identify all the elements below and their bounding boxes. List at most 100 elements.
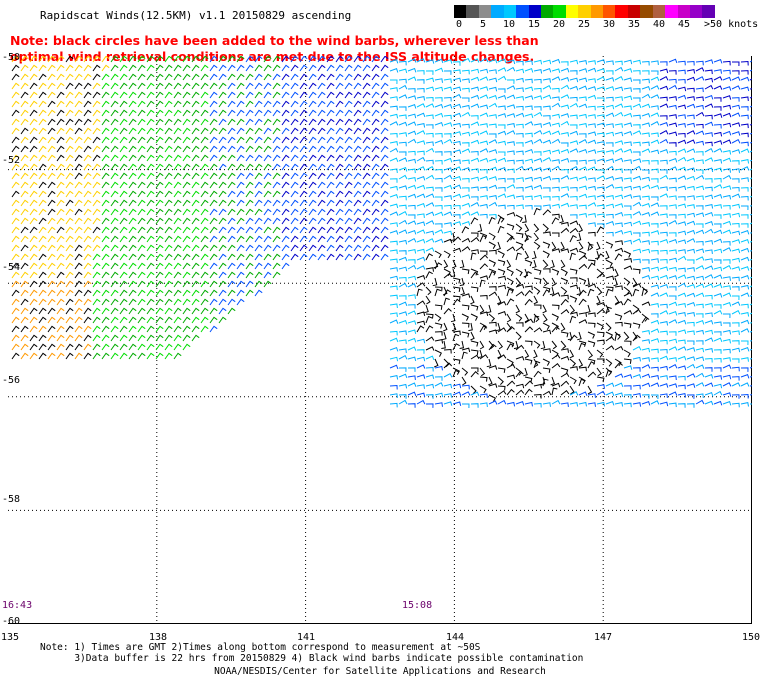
wind-barb <box>74 280 83 288</box>
wind-barb <box>551 304 560 310</box>
wind-barb <box>578 133 587 138</box>
wind-barb <box>218 73 227 81</box>
wind-barb <box>416 150 425 156</box>
wind-barb <box>623 221 633 227</box>
wind-barb <box>11 154 20 162</box>
wind-barb <box>38 352 47 360</box>
wind-barb <box>542 367 551 373</box>
wind-barb <box>128 244 137 252</box>
wind-barb <box>569 252 576 261</box>
wind-barb <box>155 145 164 153</box>
wind-barb <box>389 402 398 408</box>
wind-barb <box>731 222 740 228</box>
wind-barb <box>335 118 344 126</box>
wind-barb <box>470 349 479 355</box>
legend-label: 5 <box>480 19 487 30</box>
wind-barb <box>173 91 182 99</box>
wind-barb <box>641 267 651 272</box>
wind-barb <box>722 139 732 144</box>
wind-barb <box>29 172 38 180</box>
wind-barb <box>695 248 705 254</box>
lon-label-138: 138 <box>149 632 168 643</box>
wind-barb <box>461 57 471 63</box>
wind-barb <box>56 109 65 117</box>
wind-barb <box>362 172 371 180</box>
wind-barb <box>128 199 137 207</box>
wind-barb <box>605 266 615 272</box>
wind-barb <box>569 204 578 209</box>
wind-barb <box>533 138 543 144</box>
wind-barb <box>29 82 38 90</box>
wind-barb <box>704 274 714 279</box>
wind-barb <box>164 109 173 117</box>
wind-barb <box>200 235 209 243</box>
wind-barb <box>542 348 551 353</box>
wind-barb <box>542 268 551 273</box>
wind-barb <box>542 78 551 83</box>
wind-barb <box>281 172 290 180</box>
wind-barb <box>218 82 227 90</box>
wind-barb <box>20 271 29 279</box>
wind-barb <box>20 82 29 90</box>
wind-barb <box>29 244 38 252</box>
wind-barb <box>29 109 38 117</box>
wind-barb <box>461 347 471 353</box>
wind-barb <box>389 375 399 380</box>
wind-barb <box>344 190 353 198</box>
wind-barb <box>749 168 752 171</box>
wind-barb <box>722 86 732 91</box>
wind-barb <box>74 109 83 117</box>
wind-barb <box>641 203 651 208</box>
wind-barb <box>470 232 479 238</box>
wind-barb <box>416 275 426 280</box>
wind-barb <box>515 277 522 287</box>
wind-barb <box>11 199 20 207</box>
wind-barb <box>155 352 164 360</box>
wind-barb <box>308 226 317 234</box>
wind-barb <box>83 136 92 144</box>
wind-barb <box>389 68 399 73</box>
wind-barb <box>83 181 92 189</box>
wind-barb <box>587 86 597 91</box>
wind-barb <box>272 226 281 234</box>
wind-barb <box>38 289 47 297</box>
wind-barb <box>677 86 687 92</box>
wind-barb <box>182 82 191 90</box>
wind-barb <box>398 355 408 360</box>
wind-barb <box>263 154 272 162</box>
wind-barb <box>173 163 182 171</box>
wind-barb <box>92 343 101 351</box>
wind-barb <box>533 157 543 163</box>
wind-barb <box>83 127 92 135</box>
wind-barb <box>137 82 146 90</box>
wind-barb <box>209 145 218 153</box>
wind-barb <box>515 223 523 232</box>
wind-barb <box>317 181 326 189</box>
wind-barb <box>191 100 200 108</box>
wind-barb <box>560 202 570 208</box>
wind-barb <box>434 288 442 297</box>
wind-barb <box>119 73 128 81</box>
wind-barb <box>101 262 110 270</box>
wind-barb <box>551 177 560 183</box>
wind-barb <box>20 91 29 99</box>
wind-barb <box>128 262 137 270</box>
wind-barb <box>362 100 371 108</box>
wind-barb <box>560 120 570 126</box>
wind-barb <box>182 136 191 144</box>
wind-barb <box>569 148 579 153</box>
wind-barb <box>155 172 164 180</box>
wind-barb <box>659 138 669 144</box>
wind-barb <box>29 208 38 216</box>
wind-barb <box>74 190 83 198</box>
wind-barb <box>578 77 588 83</box>
wind-barb <box>632 79 641 84</box>
wind-barb <box>749 403 752 405</box>
wind-barb <box>416 384 425 389</box>
wind-barb <box>569 311 579 317</box>
wind-barb <box>587 222 596 227</box>
wind-barb <box>119 271 128 279</box>
wind-barb <box>191 307 200 315</box>
wind-barb <box>245 73 254 81</box>
wind-barb <box>459 259 465 269</box>
